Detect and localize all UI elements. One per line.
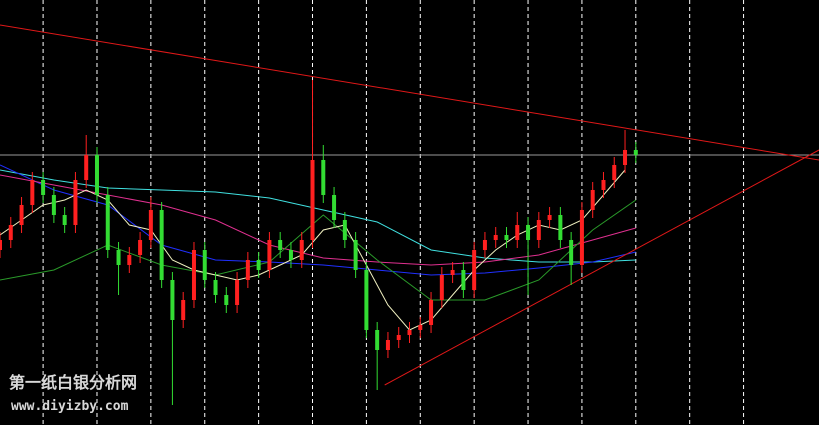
candle-body (256, 260, 261, 270)
candle-body (181, 300, 186, 320)
candle-body (127, 255, 132, 265)
candle-body (396, 335, 401, 340)
candle-body (191, 250, 196, 300)
candle-body (536, 220, 541, 240)
candle-body (73, 180, 78, 225)
candle-body (148, 210, 153, 240)
candle-body (159, 210, 164, 280)
candle-body (235, 280, 240, 305)
candle-body (84, 155, 89, 180)
candle-body (472, 250, 477, 290)
candle-body (170, 280, 175, 320)
candle-body (482, 240, 487, 250)
candle-body (105, 195, 110, 250)
candle-body (601, 180, 606, 190)
candle-body (94, 155, 99, 195)
candle-body (504, 235, 509, 240)
candle-body (385, 340, 390, 350)
candles (0, 80, 638, 405)
candle-body (8, 225, 13, 240)
candle-body (353, 240, 358, 270)
candle-body (590, 190, 595, 210)
watermark-url: www.diyizby.com (11, 399, 129, 414)
candle-body (579, 210, 584, 265)
candle-body (116, 250, 121, 265)
candle-body (213, 280, 218, 295)
line (384, 149, 819, 386)
candle-body (547, 215, 552, 220)
candle-body (332, 195, 337, 220)
candle-body (267, 240, 272, 270)
candle-body (62, 215, 67, 225)
candle-body (633, 150, 638, 155)
candle-body (364, 270, 369, 330)
candle-body (515, 225, 520, 240)
candle-body (526, 225, 531, 240)
candle-body (310, 160, 315, 240)
candle-body (375, 330, 380, 350)
candle-body (418, 325, 423, 330)
candle-body (30, 180, 35, 205)
candle-body (569, 240, 574, 265)
candle-body (558, 215, 563, 240)
candle-body (288, 250, 293, 260)
candle-body (245, 260, 250, 280)
candle-body (612, 165, 617, 180)
candle-body (321, 160, 326, 195)
candle-body (202, 250, 207, 280)
candle-body (41, 180, 46, 195)
candle-body (224, 295, 229, 305)
candle-body (278, 240, 283, 250)
line (0, 24, 819, 161)
candle-body (450, 270, 455, 275)
candle-body (493, 235, 498, 240)
candle-body (429, 300, 434, 325)
line (0, 199, 637, 301)
candle-body (51, 195, 56, 215)
candle-body (461, 270, 466, 290)
candle-body (342, 220, 347, 240)
candle-body (439, 275, 444, 300)
watermark-title: 第一纸白银分析网 (9, 373, 137, 392)
candle-body (623, 150, 628, 165)
candle-body (299, 240, 304, 260)
candle-body (138, 240, 143, 255)
candle-body (0, 240, 2, 250)
candle-body (19, 205, 24, 225)
candle-body (407, 330, 412, 335)
